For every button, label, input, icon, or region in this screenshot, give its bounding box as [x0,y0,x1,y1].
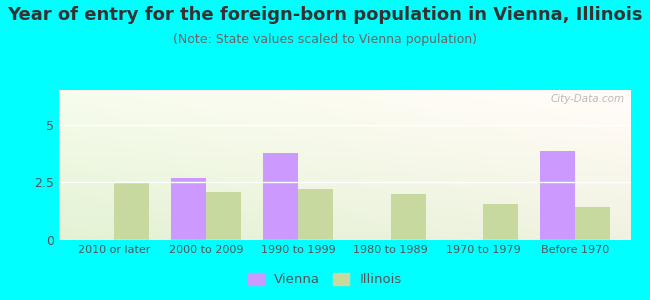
Bar [171,178,206,240]
Bar [483,204,518,240]
Bar [391,194,426,240]
Bar [206,191,241,240]
Text: Year of entry for the foreign-born population in Vienna, Illinois: Year of entry for the foreign-born popul… [7,6,643,24]
Bar [114,184,149,240]
Bar [575,206,610,240]
Bar [540,151,575,240]
Text: (Note: State values scaled to Vienna population): (Note: State values scaled to Vienna pop… [173,33,477,46]
Bar [263,154,298,240]
Text: City-Data.com: City-Data.com [551,94,625,104]
Legend: Vienna, Illinois: Vienna, Illinois [244,269,406,290]
Bar [298,189,333,240]
